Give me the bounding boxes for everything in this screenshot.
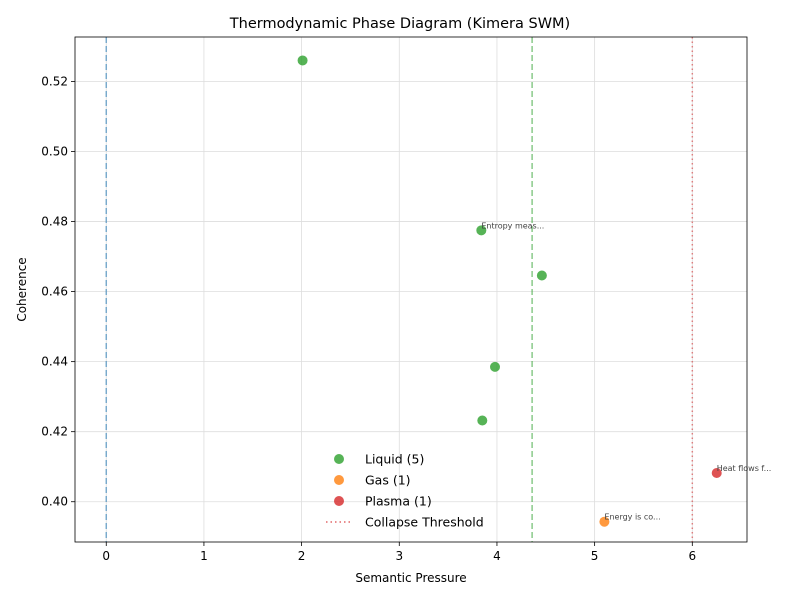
- plot-frame: [74, 36, 748, 543]
- y-tick-label: 0.50: [41, 145, 68, 159]
- legend-label: Collapse Threshold: [365, 515, 484, 530]
- data-point: [476, 225, 487, 236]
- data-point: [599, 516, 610, 527]
- point-annotation: Entropy meas...: [481, 221, 544, 230]
- y-tick-label: 0.48: [41, 215, 68, 229]
- y-tick-label: 0.40: [41, 495, 68, 509]
- legend-label: Gas (1): [365, 473, 411, 488]
- x-tick-label: 1: [200, 549, 208, 563]
- grid: [75, 37, 747, 542]
- point-annotation: Heat flows f...: [717, 464, 772, 473]
- point-annotations: Entropy meas... Energy is co... Heat flows…: [481, 221, 771, 521]
- x-tick-label: 2: [298, 549, 306, 563]
- data-point: [490, 361, 500, 372]
- legend-marker: [334, 454, 344, 464]
- legend: Liquid (5) Gas (1) Plasma (1) Collapse Thre…: [326, 452, 484, 530]
- y-axis-ticks: 0.40 0.42 0.44 0.46 0.48 0.50 0.52: [41, 74, 75, 509]
- data-points: [297, 55, 722, 527]
- y-tick-label: 0.46: [41, 285, 68, 299]
- y-axis-label: Coherence: [15, 257, 29, 321]
- x-tick-label: 3: [395, 549, 403, 563]
- legend-label: Plasma (1): [365, 494, 432, 509]
- x-tick-label: 6: [688, 549, 696, 563]
- y-tick-label: 0.42: [41, 425, 68, 439]
- x-axis-ticks: 0 1 2 3 4 5 6: [102, 542, 696, 563]
- data-point: [477, 415, 488, 426]
- chart-title: Thermodynamic Phase Diagram (Kimera SWM): [229, 16, 570, 32]
- y-tick-label: 0.52: [41, 74, 68, 88]
- x-tick-label: 4: [493, 549, 501, 563]
- data-point: [536, 270, 547, 281]
- threshold-lines: [105, 37, 694, 542]
- legend-label: Liquid (5): [365, 452, 424, 467]
- x-axis-label: Semantic Pressure: [355, 571, 466, 585]
- point-annotation: Energy is co...: [604, 513, 660, 522]
- legend-marker: [334, 496, 344, 506]
- x-tick-label: 5: [591, 549, 599, 563]
- y-tick-label: 0.44: [41, 355, 68, 369]
- data-point: [711, 468, 722, 479]
- legend-marker: [334, 475, 344, 485]
- data-point: [297, 55, 308, 66]
- x-tick-label: 0: [102, 549, 110, 563]
